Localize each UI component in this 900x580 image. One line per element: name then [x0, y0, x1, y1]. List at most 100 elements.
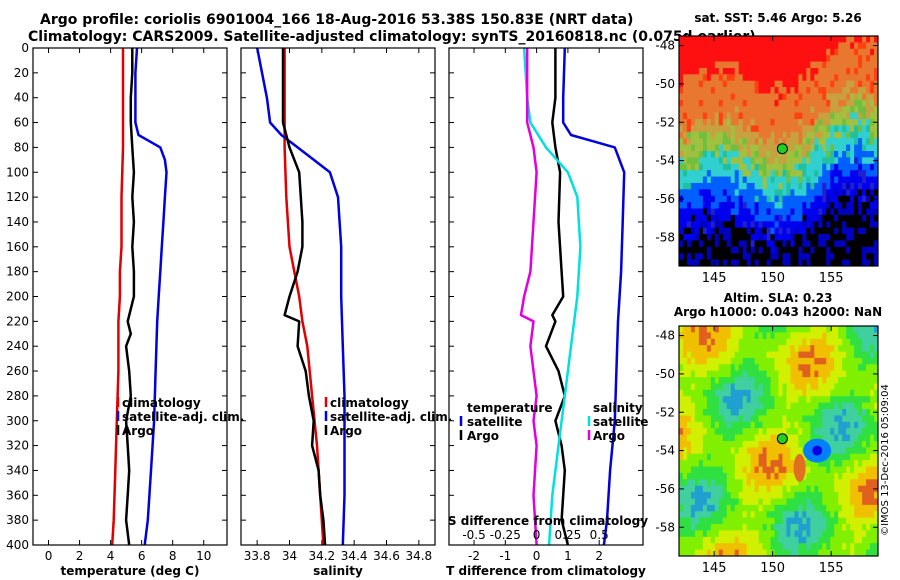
map-cell [866, 383, 871, 391]
map-cell [810, 112, 815, 120]
map-cell [726, 151, 732, 158]
map-cell [874, 504, 879, 512]
map-cell [710, 447, 716, 455]
map-cell [726, 259, 732, 267]
map-cell [846, 234, 851, 241]
map-cell [822, 48, 827, 56]
map-cell [726, 80, 732, 88]
map-cell [702, 517, 708, 525]
map-cell [834, 543, 839, 551]
map-cell [790, 182, 795, 190]
map-cell [734, 48, 740, 56]
map-cell [730, 93, 736, 101]
map-cell [754, 536, 760, 544]
map-cell [742, 543, 748, 551]
map-cell [862, 530, 867, 538]
map-cell [862, 492, 867, 499]
map-cell [826, 87, 831, 94]
series-satellite-adj-clim- [255, 47, 346, 546]
map-cell [838, 472, 843, 480]
map-cell [718, 234, 724, 241]
map-cell [834, 402, 839, 410]
map-cell [826, 345, 831, 353]
map-cell [850, 326, 855, 333]
map-cell [810, 511, 815, 519]
y-tick-label: 220 [6, 314, 29, 328]
map-cell [686, 240, 692, 248]
map-cell [770, 428, 776, 436]
map-cell [766, 453, 772, 461]
map-cell [746, 524, 752, 531]
map-cell [750, 396, 756, 404]
map-cell [830, 485, 835, 493]
map-cell [866, 345, 871, 353]
map-cell [818, 357, 823, 365]
map-cell [702, 326, 708, 333]
map-cell [834, 498, 839, 506]
map-cell [714, 144, 720, 152]
map-cell [826, 511, 831, 519]
map-cell [794, 144, 799, 152]
map-cell [834, 434, 839, 442]
map-cell [818, 383, 823, 391]
map-cell [698, 447, 704, 455]
map-cell [834, 415, 839, 423]
map-cell [822, 74, 827, 82]
map-cell [786, 151, 791, 158]
map-cell [774, 240, 779, 248]
map-cell [722, 466, 728, 474]
map-cell [718, 253, 724, 261]
map-cell [726, 119, 732, 126]
map-cell [870, 259, 875, 267]
map-cell [758, 80, 764, 88]
map-cell [846, 214, 851, 222]
map-cell [694, 208, 700, 216]
map-cell [826, 524, 831, 531]
map-cell [754, 364, 760, 372]
map-cell [874, 55, 879, 63]
map-cell [802, 511, 807, 519]
map-cell [862, 195, 867, 203]
map-cell [754, 345, 760, 353]
map-cell [754, 61, 760, 69]
map-cell [870, 182, 875, 190]
map-cell [822, 396, 827, 404]
map-cell [830, 517, 835, 525]
map-cell [858, 106, 863, 114]
map-cell [818, 479, 823, 487]
map-cell [694, 42, 700, 50]
map-cell [778, 189, 783, 197]
map-cell [870, 326, 875, 333]
map-cell [850, 421, 855, 429]
map-cell [734, 530, 740, 538]
map-cell [710, 357, 716, 365]
map-cell [714, 434, 720, 442]
map-cell [850, 492, 855, 499]
map-cell [798, 151, 803, 158]
map-cell [862, 55, 867, 63]
map-cell [866, 338, 871, 346]
map-cell [714, 208, 720, 216]
map-cell [686, 447, 692, 455]
map-cell [794, 357, 799, 365]
map-cell [830, 182, 835, 190]
map-cell [694, 396, 700, 404]
map-cell [746, 377, 752, 384]
map-cell [818, 511, 823, 519]
map-cell [818, 460, 823, 468]
map-cell [774, 428, 779, 436]
map-cell [682, 202, 688, 209]
map-cell [858, 383, 863, 391]
map-cell [679, 428, 684, 436]
map-cell [862, 99, 867, 107]
map-cell [850, 55, 855, 63]
map-cell [726, 492, 732, 499]
map-cell [690, 195, 696, 203]
map-cell [806, 48, 811, 56]
map-cell [710, 536, 716, 544]
map-cell [786, 530, 791, 538]
map-cell [690, 415, 696, 423]
map-cell [754, 74, 760, 82]
map-cell [682, 138, 688, 146]
map-cell [858, 67, 863, 75]
